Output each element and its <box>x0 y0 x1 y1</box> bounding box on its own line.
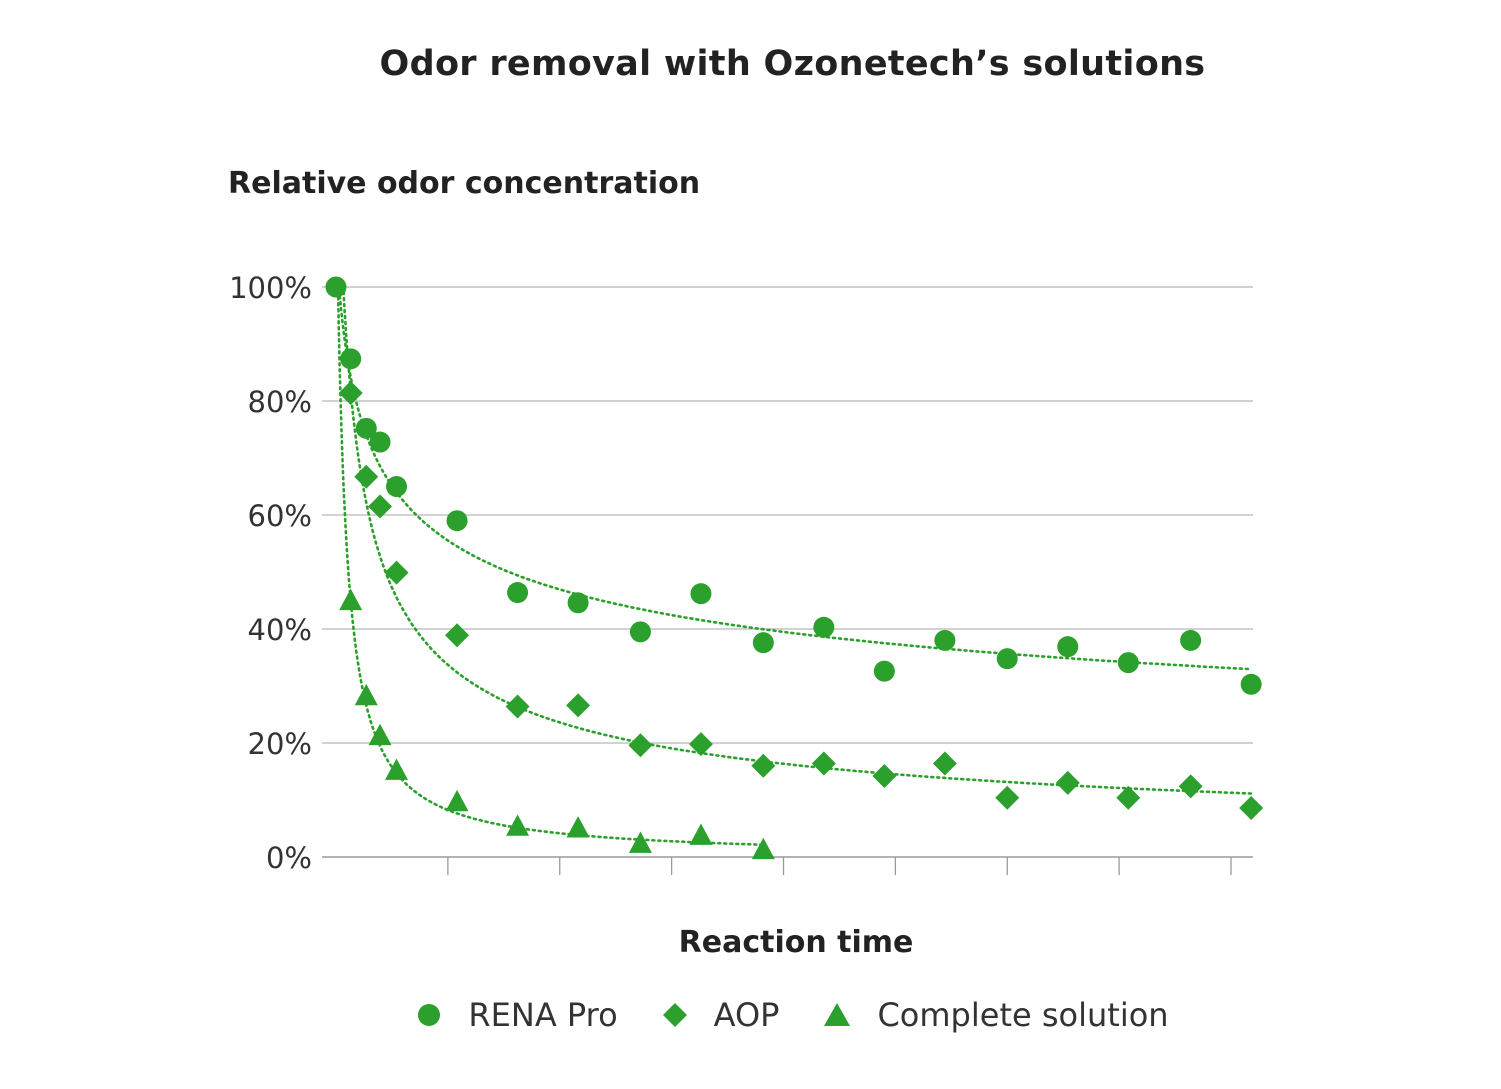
x-axis-label: Reaction time <box>678 925 914 960</box>
trendline-triangle <box>334 285 765 846</box>
rena-pro-point <box>1117 652 1139 674</box>
aop-point <box>872 764 897 789</box>
aop-point <box>1055 770 1080 795</box>
y-tick-label: 40% <box>248 613 312 647</box>
aop-point <box>566 693 591 718</box>
legend-label-rena-pro: RENA Pro <box>468 996 618 1034</box>
diamond-marker-icon <box>662 1003 687 1027</box>
aop-point <box>368 494 393 519</box>
legend: RENA Pro AOP Complete solution <box>0 996 1501 1034</box>
aop-point <box>505 694 530 719</box>
aop-point <box>932 751 957 776</box>
y-tick-label: 60% <box>248 499 312 533</box>
y-tick-label: 20% <box>248 727 312 761</box>
complete-solution-point <box>689 823 713 845</box>
aop-point <box>354 464 379 489</box>
rena-pro-point <box>1180 629 1202 651</box>
complete-solution-point <box>385 758 409 780</box>
y-tick-label: 80% <box>248 385 312 419</box>
y-tick-label: 100% <box>229 271 312 305</box>
complete-solution-point <box>445 789 469 812</box>
trendline-diamond <box>334 285 1253 795</box>
rena-pro-point <box>340 348 362 370</box>
aop-point <box>338 381 363 406</box>
circle-marker-icon <box>418 1004 441 1026</box>
rena-pro-point <box>813 616 835 638</box>
rena-pro-point <box>1240 673 1262 695</box>
legend-item-complete-solution: Complete solution <box>823 996 1169 1034</box>
complete-solution-point <box>566 816 590 838</box>
rena-pro-point <box>752 632 774 654</box>
y-tick-label: 0% <box>266 841 312 875</box>
complete-solution-point <box>339 588 363 611</box>
aop-point <box>688 732 713 757</box>
y-axis-label: Relative odor concentration <box>228 166 701 201</box>
aop-point <box>995 785 1020 810</box>
aop-point <box>1116 785 1141 810</box>
rena-pro-point <box>996 648 1018 670</box>
aop-point <box>384 560 409 585</box>
rena-pro-point <box>690 583 712 605</box>
rena-pro-point <box>446 510 468 532</box>
rena-pro-point <box>873 660 895 682</box>
aop-point <box>1239 795 1264 820</box>
triangle-marker-icon <box>824 1003 851 1026</box>
rena-pro-point <box>386 476 408 497</box>
complete-solution-point <box>354 683 378 706</box>
rena-pro-point <box>507 582 529 604</box>
rena-pro-point <box>567 592 589 614</box>
trendline-circle <box>334 285 1253 671</box>
aop-point <box>751 753 776 778</box>
rena-pro-point <box>1057 636 1079 658</box>
rena-pro-point <box>629 621 651 643</box>
aop-point <box>628 733 653 758</box>
rena-pro-point <box>325 276 347 298</box>
aop-point <box>445 623 470 648</box>
legend-item-rena-pro: RENA Pro <box>416 996 618 1034</box>
legend-item-aop: AOP <box>662 996 780 1034</box>
rena-pro-point <box>355 417 377 439</box>
complete-solution-point <box>628 831 652 853</box>
complete-solution-point <box>506 814 530 836</box>
complete-solution-point <box>368 723 392 746</box>
aop-point <box>1178 774 1203 799</box>
chart-title: Odor removal with Ozonetech’s solutions <box>379 44 1206 84</box>
rena-pro-point <box>934 629 956 651</box>
legend-label-complete-solution: Complete solution <box>877 996 1169 1034</box>
legend-label-aop: AOP <box>713 996 780 1034</box>
complete-solution-point <box>751 837 775 860</box>
rena-pro-point <box>369 431 391 453</box>
aop-point <box>811 751 836 776</box>
